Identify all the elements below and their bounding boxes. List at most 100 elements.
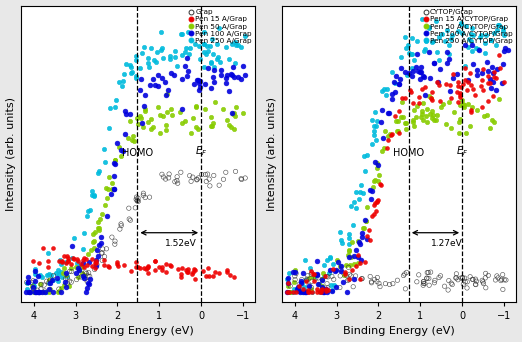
- Point: [62, 261, 70, 266]
- Point: [468, 105, 477, 110]
- Point: [147, 116, 156, 122]
- Point: [36, 289, 44, 295]
- Point: [345, 265, 353, 270]
- Point: [228, 110, 236, 116]
- Point: [301, 277, 310, 282]
- Point: [122, 62, 130, 67]
- Point: [44, 258, 52, 263]
- Point: [359, 225, 367, 231]
- Point: [310, 275, 318, 280]
- Point: [237, 176, 245, 181]
- Point: [132, 53, 140, 58]
- Point: [491, 277, 500, 283]
- Text: HOMO: HOMO: [122, 148, 153, 158]
- Point: [427, 95, 435, 100]
- Point: [438, 31, 446, 36]
- Point: [88, 193, 97, 198]
- Point: [144, 55, 152, 60]
- Point: [433, 49, 442, 54]
- Point: [460, 275, 469, 281]
- Point: [401, 45, 410, 51]
- Point: [197, 172, 206, 177]
- Point: [419, 282, 428, 288]
- Point: [132, 194, 140, 200]
- Point: [192, 104, 200, 109]
- Point: [418, 108, 426, 114]
- Point: [297, 288, 305, 293]
- Point: [132, 259, 140, 264]
- Point: [184, 266, 192, 272]
- Point: [323, 281, 331, 286]
- Point: [422, 113, 430, 119]
- Point: [461, 131, 470, 136]
- Point: [166, 53, 174, 58]
- Point: [301, 257, 309, 263]
- Point: [78, 270, 86, 276]
- Point: [370, 132, 378, 137]
- Point: [469, 86, 477, 91]
- Point: [314, 275, 322, 281]
- Point: [366, 237, 374, 243]
- Point: [110, 186, 118, 192]
- Point: [430, 60, 438, 66]
- Point: [322, 288, 330, 294]
- Point: [111, 241, 119, 247]
- Point: [435, 57, 443, 63]
- Point: [165, 262, 174, 267]
- Point: [458, 97, 466, 103]
- Point: [341, 271, 349, 276]
- Point: [122, 111, 130, 117]
- Point: [353, 252, 362, 258]
- Point: [109, 173, 117, 179]
- Point: [184, 30, 192, 35]
- Point: [336, 264, 345, 269]
- Point: [301, 288, 310, 294]
- Point: [318, 277, 327, 282]
- Point: [355, 196, 363, 202]
- Point: [302, 278, 311, 283]
- Point: [44, 278, 53, 283]
- Point: [302, 289, 310, 295]
- Point: [194, 77, 202, 83]
- Point: [98, 250, 106, 255]
- Point: [375, 181, 384, 186]
- Point: [452, 275, 460, 280]
- Point: [178, 106, 186, 111]
- Point: [463, 285, 471, 291]
- Point: [373, 162, 382, 168]
- Point: [183, 55, 191, 61]
- Point: [199, 41, 208, 46]
- Point: [22, 289, 31, 295]
- Point: [381, 281, 389, 286]
- Point: [362, 219, 370, 224]
- Point: [292, 286, 301, 292]
- Point: [144, 61, 152, 66]
- Point: [199, 50, 208, 55]
- Point: [85, 281, 93, 287]
- Point: [336, 229, 344, 234]
- Point: [88, 263, 96, 268]
- Point: [454, 83, 462, 89]
- Point: [428, 108, 436, 114]
- Point: [69, 256, 78, 262]
- Point: [200, 106, 209, 111]
- Point: [431, 278, 439, 283]
- Point: [94, 220, 102, 225]
- Point: [65, 284, 73, 289]
- Point: [306, 265, 314, 270]
- Point: [73, 265, 81, 270]
- Point: [230, 74, 238, 80]
- Point: [372, 137, 380, 143]
- Point: [116, 226, 124, 232]
- Point: [494, 275, 502, 281]
- Point: [456, 93, 464, 98]
- Point: [466, 123, 474, 128]
- Point: [201, 81, 209, 87]
- Point: [403, 73, 411, 78]
- Point: [31, 289, 39, 295]
- Point: [289, 289, 298, 295]
- Point: [241, 72, 249, 78]
- Point: [103, 213, 111, 219]
- Point: [424, 270, 432, 275]
- Point: [100, 146, 109, 152]
